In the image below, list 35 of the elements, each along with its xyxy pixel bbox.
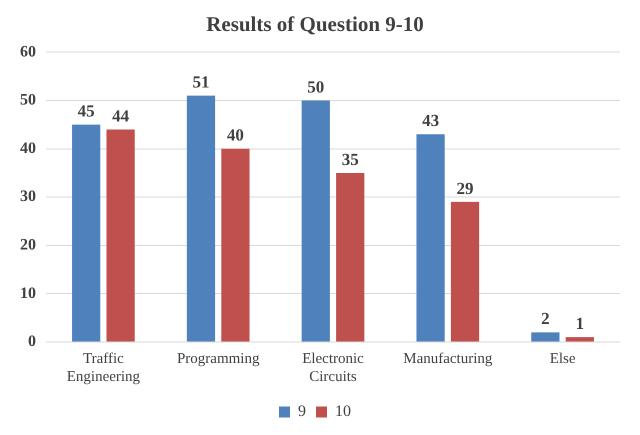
bar bbox=[221, 148, 250, 342]
y-tick-label: 20 bbox=[20, 236, 36, 254]
bar bbox=[336, 172, 364, 342]
data-label: 40 bbox=[226, 126, 244, 145]
bar bbox=[106, 129, 135, 342]
data-label: 50 bbox=[307, 77, 324, 96]
data-label: 45 bbox=[78, 102, 95, 121]
bar bbox=[72, 124, 100, 342]
legend-label: 9 bbox=[298, 403, 306, 420]
data-label: 44 bbox=[112, 106, 130, 126]
data-label: 43 bbox=[422, 111, 440, 130]
x-tick-label: Traffic Engineering bbox=[66, 350, 141, 385]
chart-title: Results of Question 9-10 bbox=[206, 12, 424, 36]
data-label: 29 bbox=[456, 178, 474, 198]
legend-label: 10 bbox=[335, 403, 351, 420]
bar bbox=[566, 337, 594, 342]
y-tick-label: 30 bbox=[20, 188, 36, 206]
y-tick-label: 50 bbox=[20, 92, 36, 109]
x-tick-label: Programming bbox=[176, 350, 260, 367]
data-label: 1 bbox=[576, 314, 584, 334]
x-tick-label: Else bbox=[550, 350, 576, 367]
bar bbox=[302, 100, 330, 342]
y-tick-label: 10 bbox=[20, 284, 36, 302]
bar bbox=[416, 134, 445, 342]
bar bbox=[450, 202, 480, 342]
data-label: 51 bbox=[192, 72, 210, 92]
bar bbox=[531, 332, 560, 342]
bar bbox=[186, 96, 216, 342]
y-tick-label: 40 bbox=[20, 140, 36, 157]
data-label: 2 bbox=[541, 309, 550, 328]
x-tick-label: Manufacturing bbox=[403, 350, 493, 367]
x-tick-label: Electronic Circuits bbox=[302, 350, 364, 385]
y-tick-label: 0 bbox=[28, 333, 36, 350]
y-tick-label: 60 bbox=[20, 43, 36, 60]
data-label: 35 bbox=[342, 150, 359, 169]
